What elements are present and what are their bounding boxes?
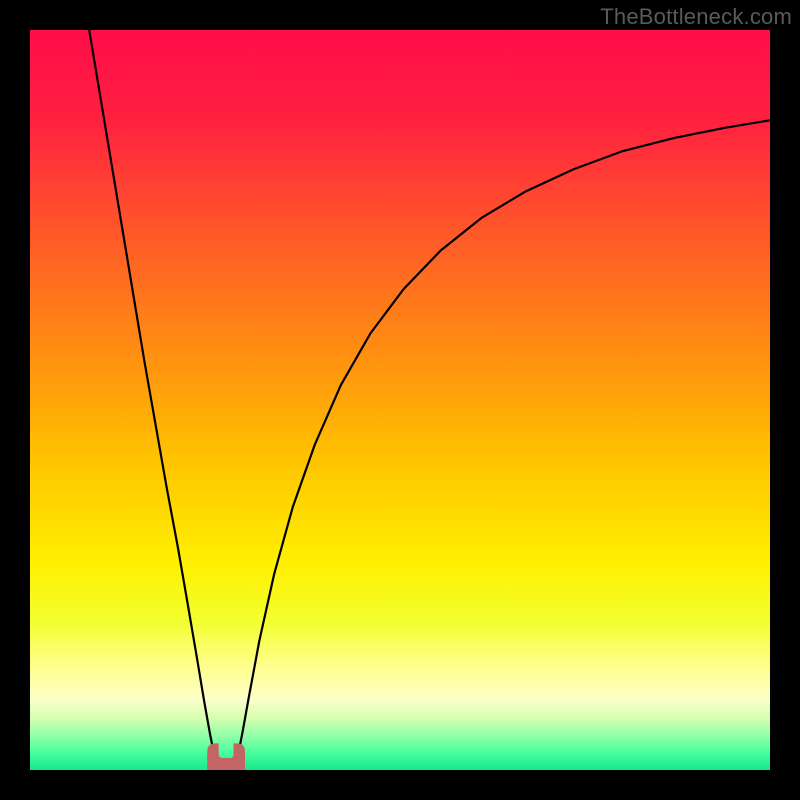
frame-border-right [770, 0, 800, 800]
watermark-text: TheBottleneck.com [600, 4, 792, 30]
frame-border-left [0, 0, 30, 800]
chart-svg [0, 0, 800, 800]
frame-border-bottom [0, 770, 800, 800]
chart-frame: TheBottleneck.com [0, 0, 800, 800]
